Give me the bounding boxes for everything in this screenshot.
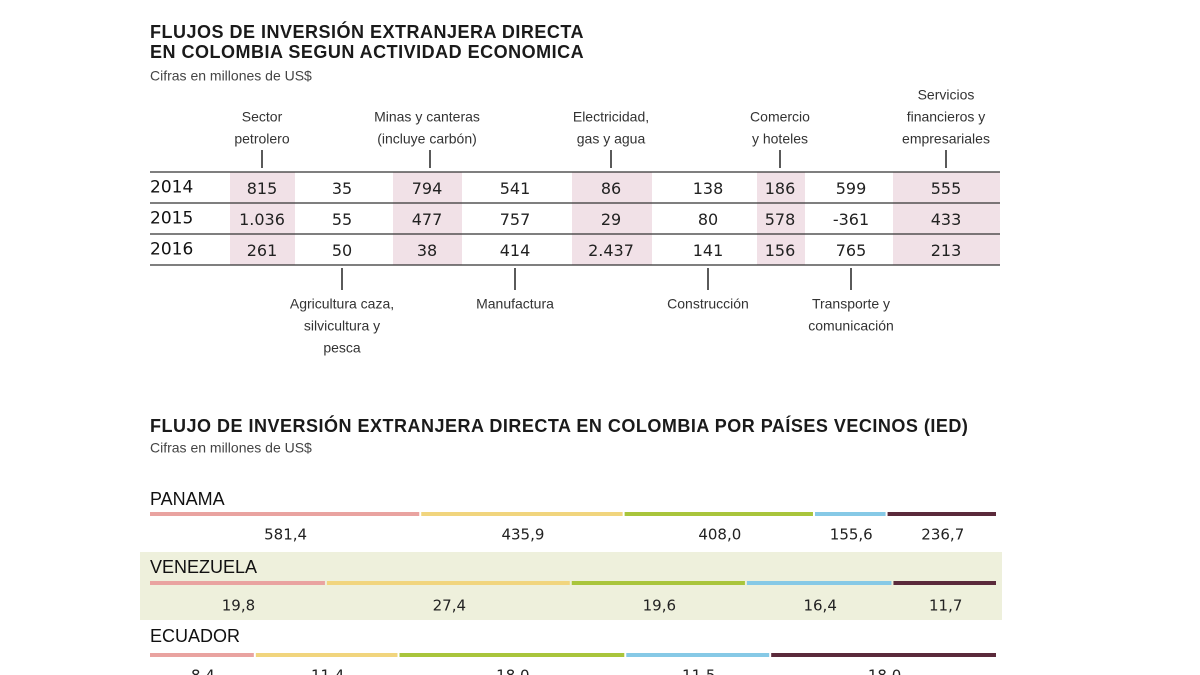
bar-segment [624, 512, 813, 516]
segment-value: 11,5 [682, 667, 715, 675]
bar-segment [746, 581, 892, 585]
column-label: Sector [242, 109, 283, 125]
year-label: 2014 [150, 178, 193, 198]
table-cell: 35 [332, 179, 352, 198]
segment-value: 155,6 [830, 526, 873, 544]
segment-value: 18,0 [496, 667, 529, 675]
column-shade [572, 172, 652, 265]
column-label: Electricidad, [573, 109, 649, 125]
table-cell: 50 [332, 241, 352, 260]
section-title: FLUJO DE INVERSIÓN EXTRANJERA DIRECTA EN… [150, 415, 968, 436]
table-cell: 414 [500, 241, 531, 260]
segment-value: 435,9 [501, 526, 544, 544]
table-cell: 599 [836, 179, 867, 198]
table-cell: 38 [417, 241, 437, 260]
table-cell: 156 [765, 241, 796, 260]
column-label: pesca [323, 340, 361, 356]
column-shade [393, 172, 462, 265]
column-label: y hoteles [752, 131, 808, 147]
bar-segment [421, 512, 623, 516]
bar-segment [255, 653, 398, 657]
bar-segment [150, 581, 325, 585]
table-cell: 757 [500, 210, 531, 229]
column-label: gas y agua [577, 131, 646, 147]
table-cell: 541 [500, 179, 531, 198]
year-label: 2015 [150, 209, 193, 229]
country-name: VENEZUELA [150, 557, 257, 577]
segment-value: 11,7 [929, 597, 962, 615]
column-label: comunicación [808, 318, 894, 334]
segment-value: 16,4 [803, 597, 836, 615]
bar-segment [626, 653, 770, 657]
section-title: EN COLOMBIA SEGUN ACTIVIDAD ECONOMICA [150, 42, 584, 62]
table-cell: 141 [693, 241, 724, 260]
segment-value: 8,4 [191, 667, 215, 675]
table-cell: 138 [693, 179, 724, 198]
column-label: Comercio [750, 109, 810, 125]
country-name: PANAMA [150, 489, 225, 509]
bar-segment [814, 512, 886, 516]
section-subtitle: Cifras en millones de US$ [150, 440, 312, 456]
section-subtitle: Cifras en millones de US$ [150, 68, 312, 84]
column-label: Agricultura caza, [290, 296, 394, 312]
segment-value: 19,8 [222, 597, 255, 615]
country-name: ECUADOR [150, 626, 240, 646]
bar-segment [887, 512, 996, 516]
section-title: FLUJOS DE INVERSIÓN EXTRANJERA DIRECTA [150, 21, 584, 42]
column-shade [893, 172, 1000, 265]
table-cell: 80 [698, 210, 718, 229]
column-label: Servicios [918, 87, 975, 103]
column-label: petrolero [234, 131, 289, 147]
table-cell: 433 [931, 210, 962, 229]
bar-segment [326, 581, 570, 585]
table-cell: 186 [765, 179, 796, 198]
column-label: Minas y canteras [374, 109, 480, 125]
table-cell: 86 [601, 179, 621, 198]
table-cell: 213 [931, 241, 962, 260]
column-label: Manufactura [476, 296, 554, 312]
bar-segment [571, 581, 745, 585]
column-shade [230, 172, 295, 265]
bar-segment [771, 653, 996, 657]
row-band [140, 552, 1002, 620]
segment-value: 11,4 [311, 667, 344, 675]
table-cell: 261 [247, 241, 278, 260]
segment-value: 408,0 [698, 526, 741, 544]
table-cell: 765 [836, 241, 867, 260]
table-cell: 55 [332, 210, 352, 229]
segment-value: 581,4 [264, 526, 307, 544]
column-label: (incluye carbón) [377, 131, 477, 147]
bar-segment [150, 653, 254, 657]
table-cell: 2.437 [588, 241, 634, 260]
table-cell: 477 [412, 210, 443, 229]
table-cell: 1.036 [239, 210, 285, 229]
column-label: empresariales [902, 131, 990, 147]
segment-value: 19,6 [643, 597, 676, 615]
segment-value: 18,0 [868, 667, 901, 675]
bar-segment [150, 512, 420, 516]
table-cell: -361 [833, 210, 869, 229]
table-cell: 815 [247, 179, 278, 198]
table-cell: 794 [412, 179, 443, 198]
table-cell: 29 [601, 210, 621, 229]
year-label: 2016 [150, 240, 193, 260]
column-label: silvicultura y [304, 318, 380, 334]
column-shade [757, 172, 805, 265]
segment-value: 27,4 [433, 597, 466, 615]
bar-segment [399, 653, 625, 657]
table-cell: 578 [765, 210, 796, 229]
table-cell: 555 [931, 179, 962, 198]
column-label: financieros y [907, 109, 986, 125]
column-label: Transporte y [812, 296, 890, 312]
segment-value: 236,7 [921, 526, 964, 544]
column-label: Construcción [667, 296, 749, 312]
bar-segment [893, 581, 996, 585]
